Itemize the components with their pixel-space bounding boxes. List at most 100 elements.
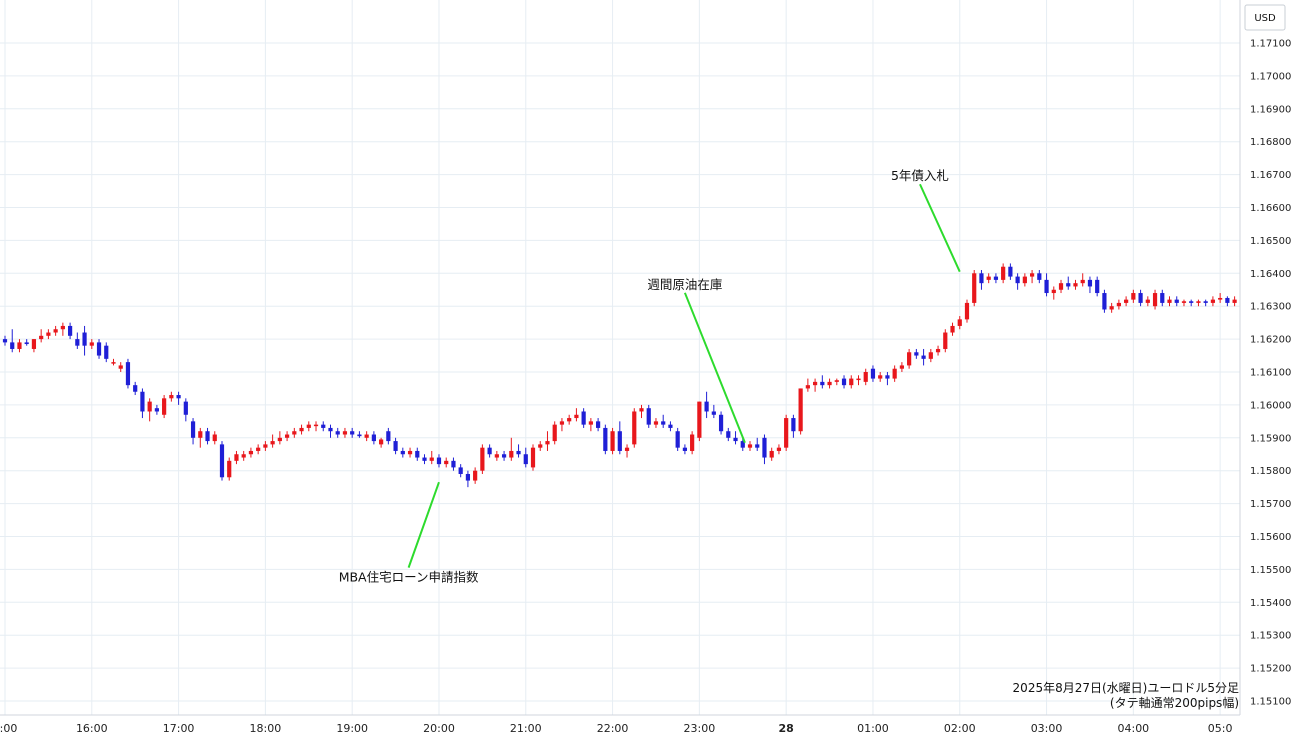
candle [227,457,232,481]
candle-body [523,454,528,465]
candle [17,339,22,353]
candle [219,441,225,481]
candle-body [1167,299,1172,303]
annotation: 5年債入札 [891,168,961,273]
time-axis-ticks: 6:00 16:00 17:00 18:00 19:00 20:00 21:00 22:00 2… [0,722,1232,735]
candle-body [711,411,716,415]
candle-body [1080,279,1085,284]
candle [104,342,109,363]
candle-body [878,375,883,379]
candle-body [675,431,680,448]
candle [957,316,962,330]
candle [878,372,883,382]
candle [487,444,492,458]
candle-body [986,276,991,280]
candle-body [335,431,340,435]
candle [1037,270,1042,284]
candle-body [306,424,311,428]
candle-body [726,431,731,438]
candle-body [364,434,369,438]
annotation-line [919,183,961,273]
candle [921,348,926,366]
candle [1189,299,1194,307]
candle [993,273,999,284]
candle [907,348,912,369]
price-axis-ticks: 1.17100 1.17000 1.16900 1.16800 1.16700 1.166… [1250,39,1291,708]
candle [46,329,51,340]
candle [1066,276,1071,290]
candle-body [545,441,550,445]
candle-body [661,421,666,425]
candle-body [1225,297,1230,303]
candle-body [89,342,94,346]
candle [284,431,290,442]
candle-body [494,454,499,458]
candle [473,467,478,484]
candle-body [1152,293,1158,307]
candle [617,421,622,455]
x-tick-label: 19:00 [336,722,368,735]
candle-body [581,411,586,425]
x-tick-label: 02:00 [944,722,976,735]
candle [1160,289,1165,307]
candle-body [892,368,897,379]
candle-body [458,467,463,474]
candle-body [827,381,832,386]
candle-body [697,401,702,438]
candle-body [270,441,275,445]
candle [639,404,644,419]
annotations: MBA住宅ローン申請指数 週間原油在庫 5年債入札 [339,168,961,585]
candle [169,391,174,402]
candle [400,447,405,458]
candle [610,427,615,455]
candle [263,441,268,451]
candle [950,322,955,336]
y-tick-label: 1.15600 [1250,532,1291,543]
currency-unit-box[interactable]: USD [1244,4,1286,31]
candle [364,431,369,442]
candle-body [473,470,478,481]
candle [335,427,340,438]
candle [1080,273,1085,287]
currency-unit-label: USD [1254,13,1276,24]
caption-line-1: 2025年8月27日(水曜日)ユーロドル5分足 [1013,681,1239,695]
candle-body [407,450,413,455]
candle [784,414,789,451]
candle-body [530,447,536,468]
candle-body [509,450,514,458]
candle [1181,299,1187,307]
candle [581,408,586,428]
y-tick-label: 1.17100 [1250,39,1291,50]
candle [509,437,514,461]
candle [205,427,210,445]
candle [914,348,919,359]
candle-body [617,431,622,451]
candle-body [436,457,442,465]
candle-body [60,325,65,330]
candle-body [140,391,145,412]
candle-body [1001,266,1006,280]
candle-body [415,450,420,458]
candle-body [957,319,962,326]
x-tick-label: 03:00 [1031,722,1063,735]
candle [241,450,246,461]
candle-body [747,444,753,448]
candle [812,378,818,392]
candle-body [465,473,471,481]
candle [292,427,297,438]
candle-body [1044,279,1049,294]
candle [1051,286,1056,300]
candle [111,358,116,366]
candle [501,450,507,461]
candle [675,427,680,451]
candle [885,372,890,386]
candle [928,348,933,363]
candle [212,431,217,445]
candle [270,434,275,448]
candle [1210,296,1216,307]
candle-body [552,424,557,442]
price-axis-panel [1240,0,1300,745]
candle [1001,263,1006,284]
candle-body [928,352,933,359]
candle-body [755,444,760,448]
